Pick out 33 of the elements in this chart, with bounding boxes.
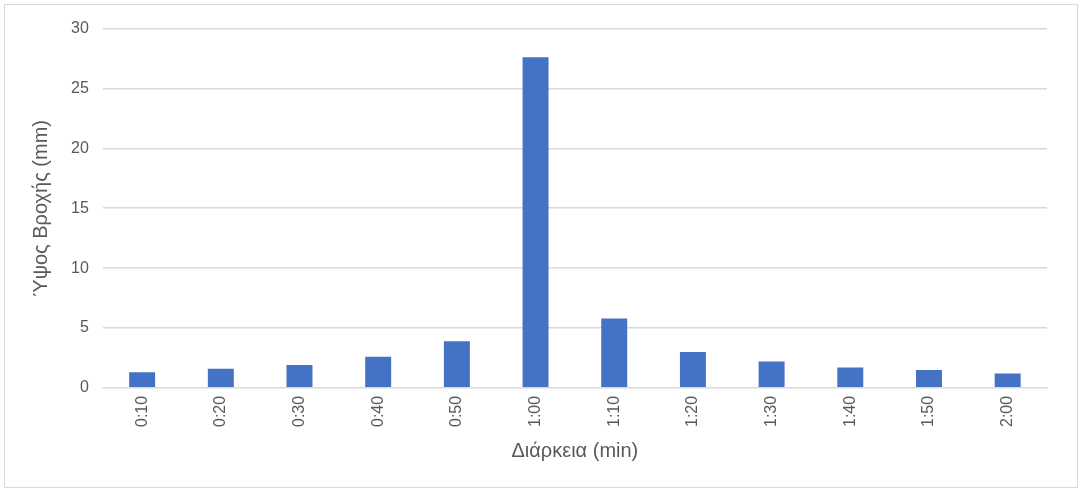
- x-tick-label: 0:40: [368, 395, 386, 427]
- x-tick-label: 1:10: [604, 395, 622, 427]
- y-tick-label: 30: [71, 19, 89, 37]
- x-tick-label: 1:50: [919, 395, 937, 427]
- bar: [601, 318, 628, 388]
- y-tick-label: 20: [71, 138, 89, 156]
- y-tick-label: 25: [71, 78, 89, 96]
- bar: [758, 361, 785, 388]
- bar: [915, 369, 942, 388]
- bar: [837, 367, 864, 388]
- x-tick-label: 1:40: [840, 395, 858, 427]
- bar: [443, 341, 470, 388]
- x-axis-title: Διάρκεια (min): [511, 438, 639, 461]
- bar: [365, 356, 392, 388]
- x-tick-label: 0:30: [289, 395, 307, 427]
- y-tick-label: 0: [79, 378, 89, 396]
- bar: [994, 373, 1021, 388]
- x-tick-label: 1:00: [525, 395, 543, 427]
- x-tick-label: 1:20: [683, 395, 701, 427]
- y-axis-title: Ύψος Βροχής (mm): [28, 120, 51, 297]
- bar: [679, 351, 706, 388]
- x-tick-label: 0:20: [211, 395, 229, 427]
- y-tick-label: 5: [79, 318, 89, 336]
- x-tick-label: 2:00: [998, 395, 1016, 427]
- bar: [129, 372, 156, 388]
- y-tick-label: 10: [71, 258, 89, 276]
- y-tick-label: 15: [71, 198, 89, 216]
- x-tick-label: 0:10: [132, 395, 150, 427]
- bar: [522, 57, 549, 388]
- x-tick-label: 0:50: [447, 395, 465, 427]
- bar: [207, 368, 234, 388]
- x-tick-label: 1:30: [762, 395, 780, 427]
- bar: [286, 365, 313, 388]
